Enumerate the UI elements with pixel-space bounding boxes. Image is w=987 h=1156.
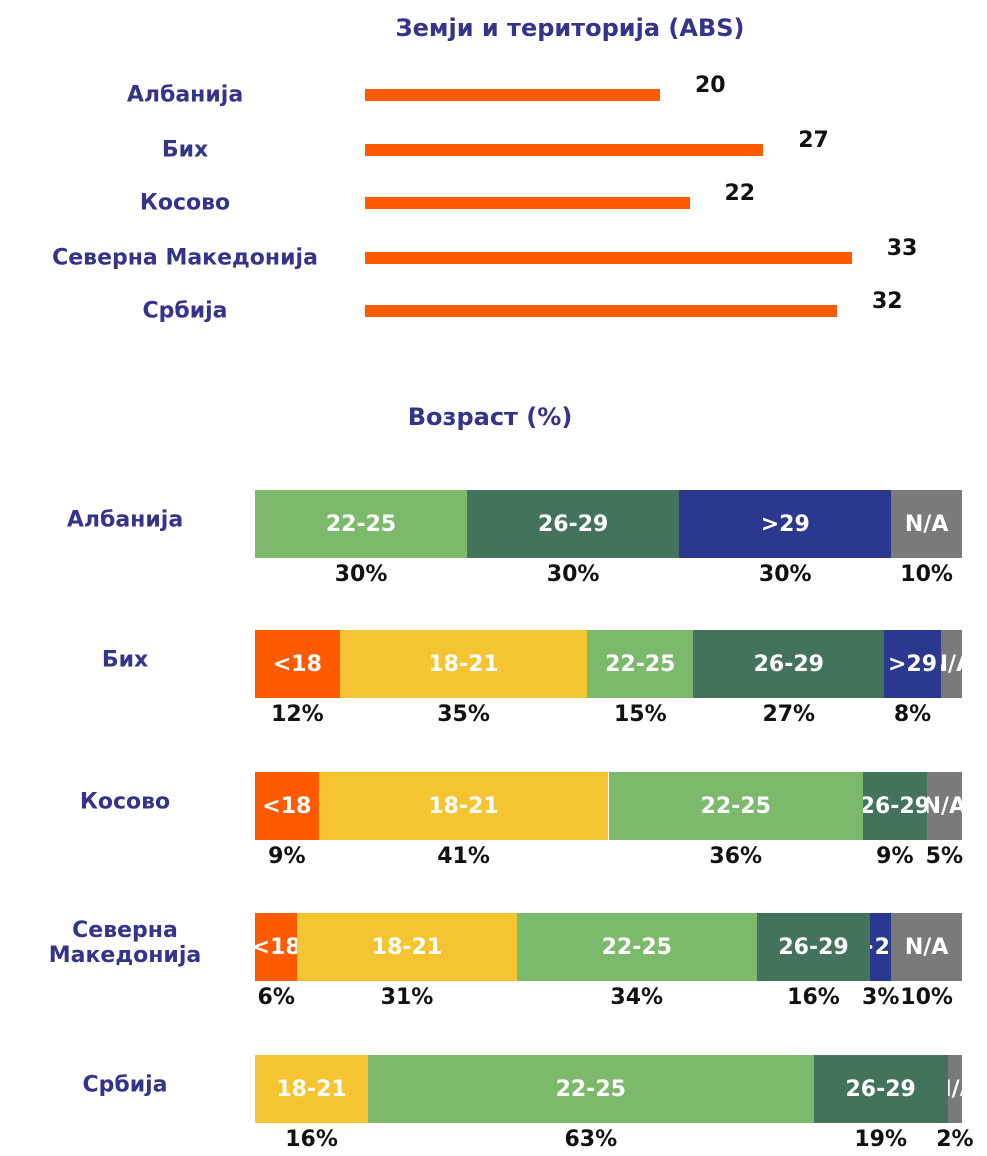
segment-label: >29 (870, 934, 891, 960)
bar-segment: N/A (891, 490, 962, 558)
segment-label: <18 (262, 793, 312, 819)
bar-segment: 26-29 (756, 913, 871, 981)
value-label: 20 (695, 73, 726, 98)
segment-label: 22-25 (601, 934, 672, 960)
bar (365, 197, 690, 209)
value-label: 19% (854, 1127, 908, 1152)
bar-segment: 26-29 (467, 490, 680, 558)
value-label: 10% (900, 985, 953, 1010)
bar-segment: N/A (891, 913, 962, 981)
bar-segment: N/A (947, 1055, 962, 1123)
bar-segment: 22-25 (368, 1055, 814, 1123)
chart-title: Земји и територија (ABS) (395, 14, 745, 42)
bar-segment: 18-21 (339, 630, 588, 698)
bar-segment: N/A (940, 630, 962, 698)
segment-label: 18-21 (428, 793, 499, 819)
value-label: 36% (709, 844, 763, 869)
value-label: 8% (893, 702, 932, 727)
value-label: 30% (334, 562, 388, 587)
segment-label: 18-21 (371, 934, 443, 960)
bar-segment: 22-25 (587, 630, 694, 698)
value-label: 10% (900, 562, 953, 587)
segment-label: 26-29 (537, 511, 609, 537)
bar (365, 89, 660, 101)
bar-segment: N/A (926, 772, 962, 840)
value-label: 2% (936, 1127, 974, 1152)
category-label: Косово (79, 789, 171, 815)
segment-label: 26-29 (778, 934, 849, 960)
bar-segment: 26-29 (863, 772, 927, 840)
category-label: Косово (139, 190, 231, 216)
category-label: Србија (82, 1072, 168, 1098)
segment-label: 26-29 (845, 1076, 916, 1102)
bar (365, 252, 852, 264)
segment-label: <18 (272, 651, 322, 677)
segment-label: 22-25 (325, 511, 397, 537)
segment-label: N/A (926, 793, 962, 819)
bar-segment: >29 (679, 490, 892, 558)
value-label: 15% (613, 702, 667, 727)
value-label: 31% (380, 985, 434, 1010)
value-label: 30% (546, 562, 600, 587)
value-label: 27% (762, 702, 816, 727)
value-label: 32 (872, 289, 903, 314)
value-label: 9% (876, 844, 914, 869)
bar-segment: <18 (255, 913, 298, 981)
segment-label: N/A (941, 651, 962, 677)
bar (365, 144, 764, 156)
value-label: 30% (758, 562, 812, 587)
value-label: 63% (564, 1127, 618, 1152)
category-label: Бих (101, 647, 149, 673)
segment-label: 26-29 (863, 793, 927, 819)
segment-label: 26-29 (753, 651, 824, 677)
category-label: Албанија (126, 82, 244, 108)
bar-segment: 22-25 (255, 490, 468, 558)
bar-segment: >29 (870, 913, 892, 981)
value-label: 33 (886, 236, 918, 261)
value-label: 3% (862, 985, 900, 1010)
value-label: 12% (271, 702, 324, 727)
category-label: Албанија (66, 507, 184, 533)
category-label: Северна Македонија (48, 918, 202, 968)
segment-label: N/A (904, 934, 949, 960)
segment-label: >29 (887, 651, 938, 677)
segment-label: 22-25 (555, 1076, 626, 1102)
value-label: 6% (257, 985, 295, 1010)
value-label: 16% (787, 985, 840, 1010)
bar-segment: 22-25 (608, 772, 864, 840)
category-label: Северна Македонија (52, 245, 318, 271)
bar-segment: >29 (884, 630, 941, 698)
bar-segment: 18-21 (297, 913, 517, 981)
value-label: 22 (724, 181, 756, 206)
segment-label: 22-25 (700, 793, 771, 819)
segment-label: N/A (904, 511, 949, 537)
bar-segment: <18 (255, 630, 340, 698)
value-label: 41% (437, 844, 490, 869)
bar-segment: 22-25 (516, 913, 757, 981)
value-label: 5% (925, 844, 963, 869)
bar-segment: 18-21 (318, 772, 609, 840)
value-label: 9% (268, 844, 306, 869)
value-label: 16% (285, 1127, 338, 1152)
value-label: 27 (798, 128, 829, 153)
segment-label: 22-25 (605, 651, 676, 677)
value-label: 34% (610, 985, 664, 1010)
category-label: Србија (142, 298, 228, 324)
chart-title: Возраст (%) (407, 403, 573, 431)
value-label: 35% (437, 702, 490, 727)
segment-label: <18 (255, 934, 298, 960)
bar-segment: 26-29 (693, 630, 885, 698)
bar (365, 305, 837, 317)
segment-label: N/A (948, 1076, 962, 1102)
segment-label: 18-21 (276, 1076, 347, 1102)
bar-segment: 18-21 (255, 1055, 369, 1123)
segment-label: >29 (760, 511, 810, 537)
category-label: Бих (161, 137, 209, 163)
bar-segment: 26-29 (813, 1055, 948, 1123)
bar-segment: <18 (255, 772, 319, 840)
segment-label: 18-21 (428, 651, 499, 677)
